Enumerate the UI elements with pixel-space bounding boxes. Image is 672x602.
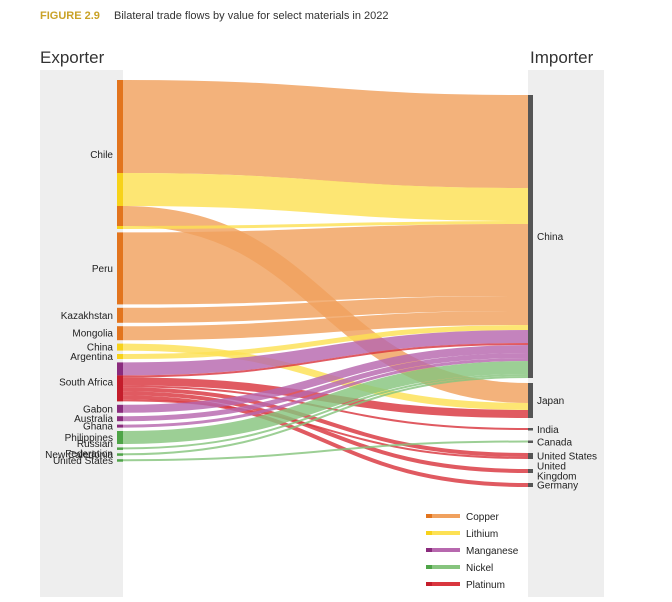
figure-title: Bilateral trade flows by value for selec…: [114, 10, 389, 22]
flow-south-africa-to-china-platinum-10: [122, 343, 529, 378]
exporter-label-chile: Chile: [90, 150, 113, 161]
column-backgrounds: [40, 70, 604, 597]
exporter-node-gabon-manganese-0: [117, 404, 123, 413]
exporter-label-gabon: Gabon: [83, 404, 113, 415]
flow-kazakhstan-to-china-copper-5: [122, 296, 529, 323]
legend-swatch-node-platinum: [426, 582, 432, 586]
importer-node-united-states: [528, 453, 533, 459]
exporter-node-mongolia-copper-0: [117, 326, 123, 341]
legend-swatch-node-manganese: [426, 548, 432, 552]
nodes: [117, 80, 533, 487]
exporter-node-south-africa-platinum-1: [117, 375, 123, 402]
exporter-label-philippines: Philippines: [65, 433, 113, 444]
importer-label-united-kingdom: United Kingdom: [537, 462, 576, 483]
importer-label-india: India: [537, 425, 559, 436]
exporter-label-mongolia: Mongolia: [72, 329, 113, 340]
flow-chile-to-china-copper-0: [122, 80, 529, 188]
exporter-node-australia-manganese-0: [117, 416, 123, 422]
flow-south-africa-to-united-kingdom-platinum-14: [122, 391, 529, 473]
exporter-label-united-states: United States: [53, 456, 113, 467]
node-labels: ChilePeruKazakhstanMongoliaChinaArgentin…: [45, 150, 597, 492]
legend-swatch-platinum: [432, 582, 460, 586]
flow-philippines-to-china-nickel-20: [122, 361, 529, 444]
importer-node-india: [528, 428, 533, 431]
exporter-node-china-lithium-0: [117, 343, 123, 351]
flow-chile-to-china-lithium-3: [122, 221, 529, 229]
flow-chile-to-china-lithium-1: [122, 173, 529, 221]
exporter-node-argentina-lithium-0: [117, 354, 123, 359]
legend-swatch-manganese: [432, 548, 460, 552]
exporter-label-new-caledonia: New Caledonia: [45, 450, 113, 461]
flow-russian-federation-to-china-nickel-21: [122, 374, 529, 450]
importer-node-china: [528, 95, 533, 378]
exporter-node-chile-copper-2: [117, 206, 123, 226]
importer-label-japan: Japan: [537, 396, 564, 407]
flow-south-africa-to-united-states-platinum-13: [122, 387, 529, 457]
legend-swatch-copper: [432, 514, 460, 518]
importer-label-united-states: United States: [537, 452, 597, 463]
legend-swatch-node-nickel: [426, 565, 432, 569]
exporter-label-ghana: Ghana: [83, 422, 113, 433]
flow-new-caledonia-to-china-nickel-22: [122, 376, 529, 456]
importer-node-japan: [528, 383, 533, 418]
exporter-label-south-africa: South Africa: [59, 377, 113, 388]
legend-swatch-lithium: [432, 531, 460, 535]
exporter-node-south-africa-manganese-0: [117, 362, 123, 376]
importer-node-canada: [528, 440, 533, 443]
exporter-label-china: China: [87, 343, 114, 354]
legend-swatch-node-lithium: [426, 531, 432, 535]
exporter-node-new-caledonia-nickel-0: [117, 453, 123, 456]
importer-header: Importer: [530, 48, 594, 67]
exporter-label-argentina: Argentina: [70, 352, 113, 363]
legend-label-nickel: Nickel: [466, 563, 493, 574]
flow-australia-to-china-manganese-18: [122, 353, 529, 422]
exporter-label-kazakhstan: Kazakhstan: [61, 311, 113, 322]
exporter-header: Exporter: [40, 48, 105, 67]
legend-swatch-node-copper: [426, 514, 432, 518]
legend-label-manganese: Manganese: [466, 546, 519, 557]
exporter-node-chile-lithium-1: [117, 173, 123, 206]
legend: Copper Lithium Manganese Nickel Platinum: [426, 512, 519, 591]
legend-label-platinum: Platinum: [466, 580, 505, 591]
flow-united-states-to-canada-nickel-23: [122, 440, 529, 462]
exporter-column-bg: [40, 70, 123, 597]
flow-links: [122, 80, 529, 487]
exporter-label-australia: Australia: [74, 414, 113, 425]
exporter-node-kazakhstan-copper-0: [117, 307, 123, 323]
importer-node-germany: [528, 483, 533, 487]
exporter-node-russian-federation-nickel-0: [117, 447, 123, 450]
importer-column-bg: [528, 70, 604, 597]
exporter-node-ghana-manganese-0: [117, 424, 123, 428]
exporter-node-united-states-nickel-0: [117, 459, 123, 462]
legend-label-lithium: Lithium: [466, 529, 498, 540]
importer-label-canada: Canada: [537, 437, 572, 448]
exporter-node-philippines-nickel-0: [117, 431, 123, 444]
importer-node-united-kingdom: [528, 469, 533, 473]
importer-label-china: China: [537, 232, 564, 243]
legend-swatch-nickel: [432, 565, 460, 569]
flow-mongolia-to-china-copper-6: [122, 311, 529, 341]
flow-peru-to-china-copper-4: [122, 224, 529, 305]
flow-gabon-to-china-manganese-17: [122, 345, 529, 413]
exporter-node-chile-lithium-3: [117, 226, 123, 229]
flow-ghana-to-china-manganese-19: [122, 358, 529, 428]
figure-label: FIGURE 2.9: [40, 10, 100, 22]
exporter-label-russian-federation: Russian Federation: [65, 439, 113, 460]
exporter-label-peru: Peru: [92, 264, 113, 275]
exporter-node-chile-copper-0: [117, 80, 123, 173]
importer-label-germany: Germany: [537, 481, 578, 492]
legend-label-copper: Copper: [466, 512, 499, 523]
flow-south-africa-to-china-manganese-9: [122, 330, 529, 376]
flow-argentina-to-china-lithium-8: [122, 325, 529, 359]
exporter-node-peru-copper-0: [117, 232, 123, 305]
